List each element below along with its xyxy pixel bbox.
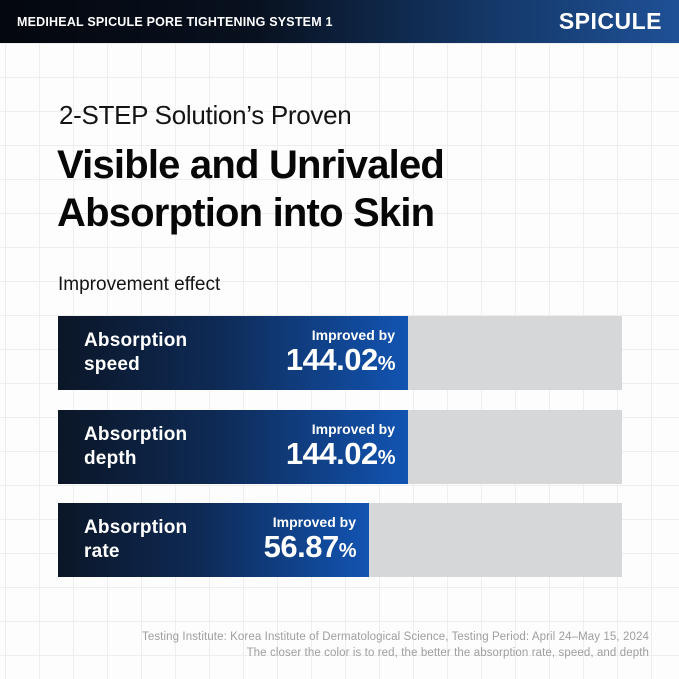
bar-value-block: Improved by 56.87% — [263, 514, 357, 566]
bar-value: 56.87% — [263, 529, 357, 566]
bar-row-absorption-rate: Absorption rate Improved by 56.87% — [58, 503, 622, 577]
footnote: Testing Institute: Korea Institute of De… — [142, 629, 649, 661]
bar-value-unit: % — [377, 447, 396, 469]
bar-label-line1: Absorption — [84, 517, 188, 538]
bar-label-line1: Absorption — [84, 330, 188, 351]
bar-value: 144.02% — [285, 342, 396, 379]
bar-label-line2: speed — [84, 354, 140, 375]
product-title: MEDIHEAL SPICULE PORE TIGHTENING SYSTEM … — [17, 14, 333, 29]
bar-row-absorption-speed: Absorption speed Improved by 144.02% — [58, 316, 622, 390]
footnote-line2: The closer the color is to red, the bett… — [246, 647, 649, 659]
bar-label-line2: rate — [84, 541, 120, 562]
brand-logo: SPICULE — [558, 8, 662, 34]
bar-category-label: Absorption speed — [84, 329, 187, 377]
bar-label-line2: depth — [84, 448, 137, 469]
hero-subtitle: 2-STEP Solution’s Proven — [59, 100, 352, 130]
footnote-line1: Testing Institute: Korea Institute of De… — [141, 631, 649, 643]
bar-value-block: Improved by 144.02% — [285, 327, 396, 379]
bar-category-label: Absorption depth — [84, 423, 187, 471]
bar-fill: Absorption speed Improved by 144.02% — [58, 316, 408, 390]
bar-value-block: Improved by 144.02% — [285, 421, 396, 473]
improved-by-label: Improved by — [311, 421, 395, 437]
bar-value-unit: % — [338, 540, 357, 562]
hero-title-line1: Visible and Unrivaled — [57, 143, 445, 187]
bar-value-number: 144.02 — [285, 342, 378, 377]
bar-value-number: 56.87 — [263, 529, 340, 564]
bar-fill: Absorption depth Improved by 144.02% — [58, 410, 408, 484]
bar-category-label: Absorption rate — [84, 516, 187, 564]
bar-row-absorption-depth: Absorption depth Improved by 144.02% — [58, 410, 622, 484]
hero-title-line2: Absorption into Skin — [57, 191, 435, 235]
bar-value-number: 144.02 — [285, 436, 378, 471]
bar-label-line1: Absorption — [84, 424, 188, 445]
bar-value: 144.02% — [285, 436, 396, 473]
hero-title: Visible and Unrivaled Absorption into Ski… — [57, 141, 445, 237]
bar-value-unit: % — [377, 353, 396, 375]
improved-by-label: Improved by — [272, 514, 356, 530]
improved-by-label: Improved by — [311, 327, 395, 343]
bar-fill: Absorption rate Improved by 56.87% — [58, 503, 369, 577]
section-label-improvement-effect: Improvement effect — [58, 274, 221, 295]
header-bar: MEDIHEAL SPICULE PORE TIGHTENING SYSTEM … — [0, 0, 679, 43]
